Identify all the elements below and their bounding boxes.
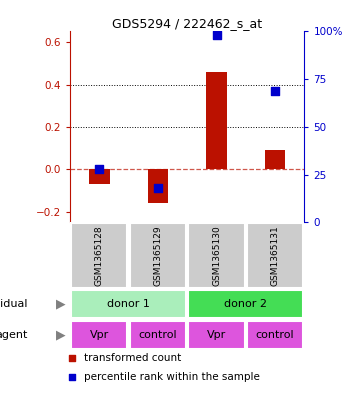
FancyBboxPatch shape (130, 321, 186, 349)
Bar (148, 169, 168, 204)
FancyBboxPatch shape (188, 290, 303, 318)
Text: GSM1365128: GSM1365128 (95, 225, 104, 286)
Text: donor 2: donor 2 (224, 299, 267, 309)
FancyBboxPatch shape (188, 321, 245, 349)
Point (70, 355, 75, 361)
Text: transformed count: transformed count (84, 353, 181, 363)
FancyBboxPatch shape (247, 321, 303, 349)
Text: Vpr: Vpr (207, 330, 226, 340)
Point (70, 374, 75, 380)
Text: Vpr: Vpr (90, 330, 109, 340)
Text: ▶: ▶ (56, 328, 65, 341)
Text: ▶: ▶ (56, 297, 65, 310)
Bar (206, 72, 227, 169)
Text: percentile rank within the sample: percentile rank within the sample (84, 373, 260, 382)
FancyBboxPatch shape (188, 223, 245, 288)
Text: GSM1365129: GSM1365129 (153, 225, 162, 286)
Bar (265, 150, 286, 169)
FancyBboxPatch shape (71, 290, 186, 318)
Point (155, 185, 161, 191)
FancyBboxPatch shape (71, 223, 127, 288)
Title: GDS5294 / 222462_s_at: GDS5294 / 222462_s_at (112, 17, 262, 30)
Text: control: control (139, 330, 177, 340)
Text: individual: individual (0, 299, 28, 309)
Bar (89, 169, 110, 184)
FancyBboxPatch shape (71, 321, 127, 349)
Point (97, 166, 102, 172)
Text: donor 1: donor 1 (107, 299, 150, 309)
Text: GSM1365131: GSM1365131 (271, 225, 280, 286)
Point (272, 88, 278, 94)
FancyBboxPatch shape (130, 223, 186, 288)
Text: GSM1365130: GSM1365130 (212, 225, 221, 286)
Point (214, 32, 219, 39)
Text: control: control (256, 330, 294, 340)
FancyBboxPatch shape (247, 223, 303, 288)
Text: agent: agent (0, 330, 28, 340)
